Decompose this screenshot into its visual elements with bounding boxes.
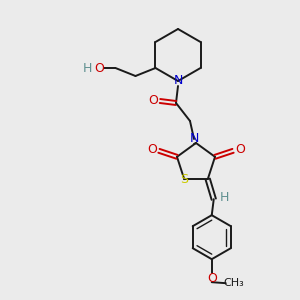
Text: N: N xyxy=(189,133,199,146)
Text: O: O xyxy=(147,143,157,156)
Text: O: O xyxy=(235,143,245,156)
Text: O: O xyxy=(207,272,217,285)
Text: H: H xyxy=(83,61,92,74)
Text: H: H xyxy=(220,191,230,204)
Text: N: N xyxy=(173,74,183,88)
Text: S: S xyxy=(180,173,188,186)
Text: O: O xyxy=(94,61,104,74)
Text: O: O xyxy=(148,94,158,107)
Text: CH₃: CH₃ xyxy=(224,278,244,288)
